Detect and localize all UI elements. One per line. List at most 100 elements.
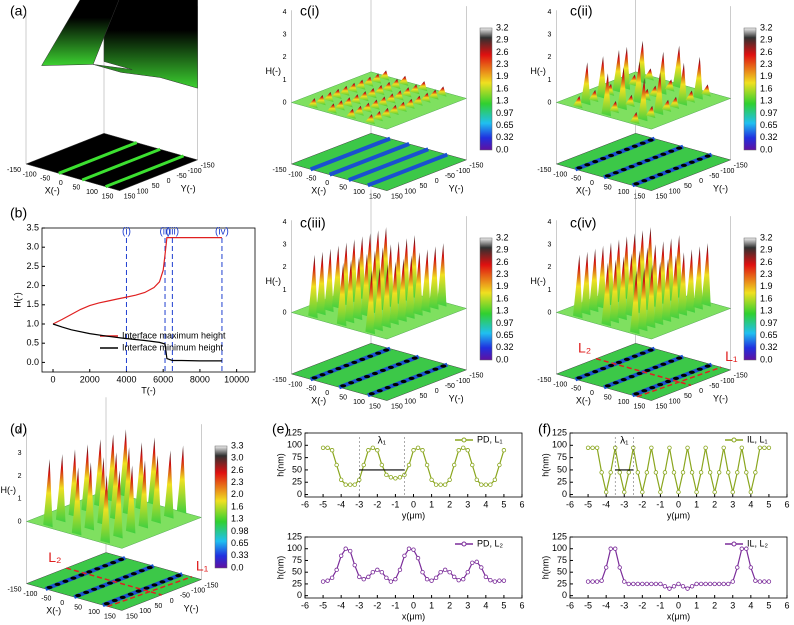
surface-peak (628, 74, 638, 87)
y-tick-label: 0.5 (26, 338, 39, 348)
colorbar (743, 27, 757, 151)
floor-dot (660, 362, 667, 366)
data-point (748, 565, 754, 570)
floor-dot (576, 166, 583, 170)
legend-label: Interface minimum height (122, 342, 224, 352)
marker-label: (iv) (215, 227, 229, 238)
legend-marker (461, 541, 467, 547)
surface-peak (397, 258, 407, 322)
floor-dot (62, 579, 69, 583)
h-tick-label: 2 (283, 264, 287, 271)
floor-dot (615, 150, 622, 155)
floor-dot (652, 155, 659, 159)
floor-dot (118, 557, 125, 562)
data-point (608, 470, 613, 475)
x-tick-label: 100 (618, 399, 630, 406)
surface-peak (573, 96, 583, 109)
surface-peak (645, 264, 656, 329)
floor-dot (628, 164, 635, 169)
surface-peak (389, 104, 399, 115)
data-point (707, 581, 713, 587)
colorbar-label: 3.2 (496, 22, 509, 32)
x-axis-label: X(-) (576, 186, 591, 196)
data-point (585, 445, 591, 450)
data-point (622, 489, 627, 495)
floor-dot (384, 386, 391, 390)
data-point (488, 577, 493, 583)
floor-dot (639, 141, 646, 145)
floor-dot (327, 370, 334, 374)
data-point (375, 448, 380, 453)
x-tick-label: 6 (784, 600, 789, 610)
data-point (397, 475, 403, 480)
x-tick-label: 5 (501, 499, 506, 509)
x-tick-label: 100 (86, 189, 98, 196)
surface-peak (588, 248, 599, 313)
x-axis-label: X(-) (576, 396, 591, 406)
surface-wall (93, 0, 198, 89)
h-tick-label: 0 (283, 99, 287, 106)
y-tick-label: 0 (297, 590, 302, 600)
y-tick-label: 0.0 (26, 357, 39, 367)
x-tick-label: -150 (7, 167, 21, 174)
y-axis-label: Y(-) (184, 603, 199, 613)
floor-dot (631, 144, 638, 148)
y-tick-label: 75 (557, 555, 567, 565)
colorbar-label: 2.3 (496, 59, 509, 69)
data-point (456, 448, 461, 453)
data-line (52, 237, 222, 325)
data-point (653, 470, 659, 475)
x-tick-label: 4 (483, 600, 488, 610)
colorbar (743, 237, 757, 361)
x-tick-label: 4 (483, 499, 488, 509)
data-point (343, 546, 348, 551)
x-tick-label: -3 (620, 600, 628, 610)
floor-dot (99, 584, 106, 588)
y-tick-label: 50 (557, 567, 567, 577)
x-tick-label: -6 (566, 499, 574, 509)
colorbar-label: 2.6 (760, 257, 773, 267)
x-tick-label: 150 (104, 613, 116, 620)
floor-dot (356, 378, 363, 382)
floor-dot (130, 572, 137, 576)
x-tick-label: 0 (411, 600, 416, 610)
data-point (694, 489, 699, 495)
floor-dot (657, 382, 664, 387)
floor-stripe (58, 141, 138, 175)
surface-peak (612, 49, 623, 93)
data-point (433, 575, 439, 581)
cut-label: L₁ (196, 557, 209, 573)
floor-dot (615, 360, 622, 365)
cut-label: L₁ (725, 348, 738, 364)
surface-peak (644, 68, 654, 81)
surface-peak (340, 85, 350, 96)
data-point (744, 470, 749, 475)
data-point (590, 579, 595, 584)
colorbar-label: 0.32 (496, 132, 514, 142)
data-point (492, 477, 498, 482)
floor-dot (351, 360, 358, 365)
x-tick-label: 6 (784, 499, 789, 509)
y-tick-label: 75 (292, 555, 302, 565)
x-tick-label: -5 (319, 600, 327, 610)
data-point (599, 578, 604, 583)
floor-dot (106, 581, 113, 585)
surface-peak (373, 267, 383, 332)
h-tick-label: 4 (18, 427, 22, 434)
floor-dot (600, 366, 607, 371)
surface-peak (405, 98, 415, 109)
data-point (735, 470, 740, 475)
surface-peak (669, 255, 680, 319)
floor-dot (379, 368, 386, 373)
colorbar-label: 1.9 (496, 281, 509, 291)
cut-line (636, 366, 722, 398)
data-point (442, 567, 448, 573)
y-tick-label: 150 (656, 403, 668, 410)
x-tick-label: -100 (23, 591, 37, 598)
x-tick-label: -4 (602, 499, 610, 509)
data-point (644, 581, 650, 587)
h-tick-label: 1 (18, 496, 22, 503)
floor-dot (114, 578, 121, 582)
data-point (415, 555, 421, 561)
surface-peak (653, 72, 664, 115)
